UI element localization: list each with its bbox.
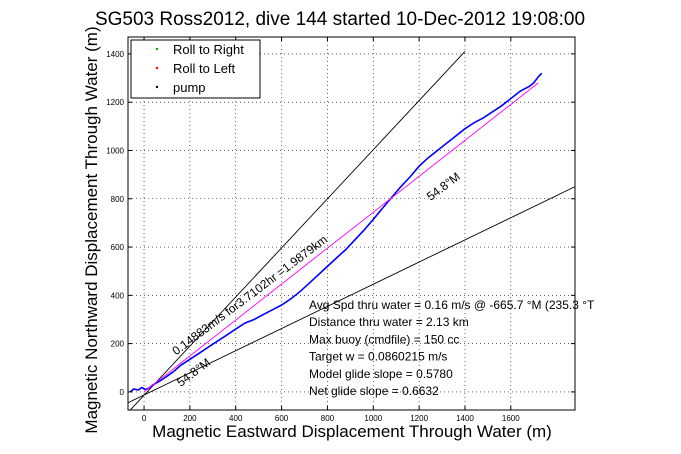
legend-marker	[155, 85, 159, 89]
x-tick-label: 400	[229, 414, 243, 423]
stat-line: Net glide slope = 0.6632	[309, 384, 439, 398]
y-tick-label: 400	[111, 291, 125, 300]
axes-frame	[127, 36, 576, 411]
reference-lines	[128, 51, 575, 410]
legend-marker	[155, 47, 159, 51]
legend-label: Roll to Left	[173, 61, 236, 76]
x-tick-label: 1200	[410, 414, 428, 423]
chart-title: SG503 Ross2012, dive 144 started 10-Dec-…	[95, 9, 585, 30]
legend-label: Roll to Right	[173, 42, 244, 57]
x-tick-label: 200	[183, 414, 197, 423]
legend: Roll to Right Roll to Left pump	[130, 39, 261, 99]
y-tick-label: 600	[111, 243, 125, 252]
series-line-1	[129, 72, 543, 393]
plot-area	[128, 37, 575, 410]
x-axis-label: Magnetic Eastward Displacement Through W…	[152, 422, 552, 441]
stat-line: Avg Spd thru water = 0.16 m/s @ -665.7 °…	[309, 298, 595, 312]
y-tick-label: 800	[111, 195, 125, 204]
legend-box	[130, 39, 261, 99]
series-group	[129, 72, 543, 393]
axis-ticks: 0 200 400 600 800 1000 1200 1400 1600 0 200 400 600 8…	[106, 37, 575, 423]
y-tick-label: 0	[120, 388, 125, 397]
y-tick-label: 1000	[106, 146, 124, 155]
x-tick-label: 0	[142, 414, 147, 423]
stat-line: Model glide slope = 0.5780	[309, 367, 453, 381]
stat-line: Target w = 0.0860215 m/s	[309, 350, 447, 364]
y-tick-label: 1400	[106, 50, 124, 59]
x-tick-label: 600	[275, 414, 289, 423]
stats-text: Avg Spd thru water = 0.16 m/s @ -665.7 °…	[309, 298, 595, 398]
stat-line: Distance thru water = 2.13 km	[309, 315, 469, 329]
legend-items: Roll to Right Roll to Left pump	[155, 42, 244, 95]
series-line-2	[143, 82, 539, 393]
stat-line: Max buoy (cmdfile) = 150 cc	[309, 332, 459, 346]
y-tick-label: 1200	[106, 98, 124, 107]
x-tick-label: 1000	[364, 414, 382, 423]
x-tick-label: 1400	[456, 414, 474, 423]
grid-lines	[128, 37, 575, 410]
heading-reference-line	[129, 51, 466, 410]
x-tick-label: 800	[321, 414, 335, 423]
x-tick-label: 1600	[502, 414, 520, 423]
heading-reference-line	[128, 186, 575, 404]
legend-label: pump	[173, 80, 206, 95]
y-axis-label: Magnetic Northward Displacement Through …	[82, 26, 101, 433]
y-tick-label: 200	[111, 340, 125, 349]
legend-marker	[155, 66, 159, 70]
